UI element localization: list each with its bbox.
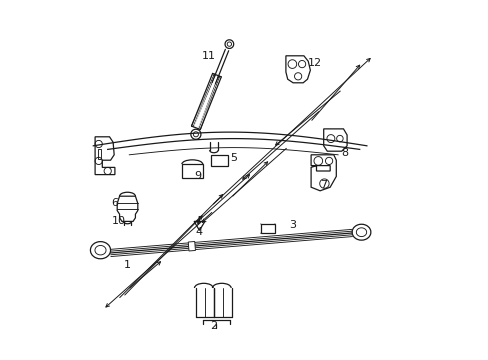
Text: 10: 10 bbox=[111, 216, 125, 226]
Text: 2: 2 bbox=[210, 321, 217, 331]
Text: 6: 6 bbox=[111, 198, 118, 208]
Bar bbox=[260, 224, 275, 233]
Bar bbox=[188, 242, 195, 251]
Text: 12: 12 bbox=[307, 58, 321, 68]
Bar bbox=[182, 164, 203, 178]
Text: 5: 5 bbox=[230, 153, 237, 163]
Text: 7: 7 bbox=[320, 180, 326, 190]
Text: 4: 4 bbox=[196, 227, 203, 237]
Text: 3: 3 bbox=[289, 220, 296, 230]
Text: 11: 11 bbox=[201, 51, 215, 61]
Bar bbox=[210, 155, 227, 166]
Text: 9: 9 bbox=[194, 171, 201, 181]
Text: 8: 8 bbox=[341, 148, 348, 158]
Text: 1: 1 bbox=[124, 260, 131, 270]
